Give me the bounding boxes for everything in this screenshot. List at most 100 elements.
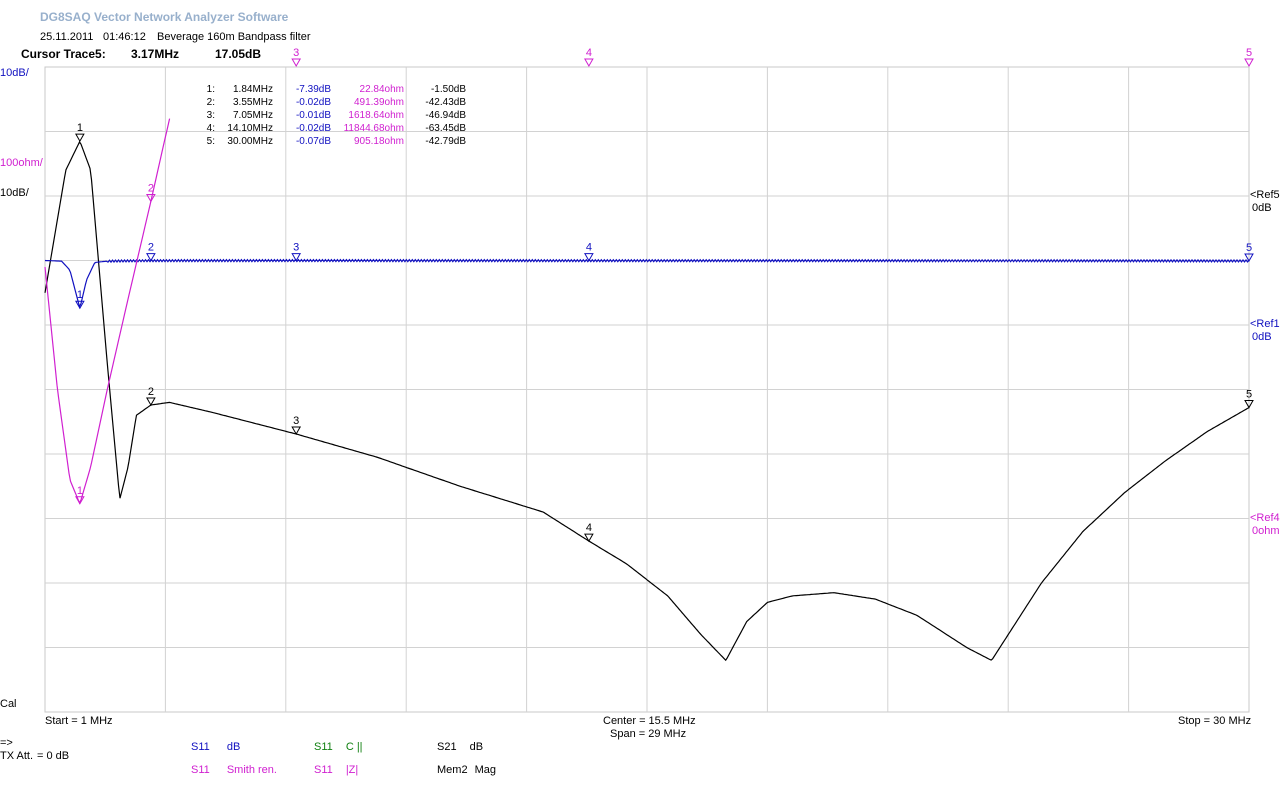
trace-marker: [75, 133, 85, 143]
scale-label-db-top: 10dB/: [0, 67, 29, 79]
legend-item-format: dB: [226, 741, 241, 753]
marker-impedance: 905.18ohm: [353, 136, 404, 147]
marker-impedance: 11844.68ohm: [343, 123, 404, 134]
trace-marker: [1244, 253, 1254, 262]
marker-s11-db: -0.02dB: [295, 123, 331, 134]
trace-markers: 1 2 3 4 5 1 2 3 4 5 1 2: [75, 122, 1254, 543]
trace-marker-label: 3: [293, 415, 299, 427]
marker-s11-db: -7.39dB: [295, 84, 331, 95]
legend-item-param: S11: [191, 764, 210, 776]
top-marker: [291, 58, 302, 68]
trace-marker-label: 5: [1246, 242, 1252, 254]
trace-marker: [584, 533, 594, 543]
marker-id: 5:: [206, 136, 215, 147]
marker-s21-db: -42.43dB: [425, 97, 466, 108]
cursor-label: Cursor Trace5:: [21, 47, 106, 61]
tx-att-label: TX Att.: [0, 750, 34, 762]
app-title: DG8SAQ Vector Network Analyzer Software: [40, 10, 289, 24]
trace-marker: [146, 194, 156, 203]
measurement-time: 01:46:12: [103, 31, 146, 43]
legend-item-param: S21: [437, 741, 457, 753]
trace-marker: [75, 300, 85, 310]
marker-s21-db: -63.45dB: [425, 123, 466, 134]
marker-id: 4:: [206, 123, 215, 134]
trace-line: [44, 140, 1250, 662]
marker-impedance: 1618.64ohm: [348, 110, 404, 121]
legend-item-2[interactable]: S11 C ||: [314, 741, 363, 753]
legend-item-format: Mag: [474, 764, 497, 776]
trace-marker: [146, 397, 156, 406]
scale-label-db-mid: 10dB/: [0, 187, 29, 199]
trace-marker-label: 2: [148, 386, 154, 398]
trace-marker: [291, 426, 302, 436]
ref1-value: 0dB: [1252, 331, 1272, 343]
trace-marker-label: 5: [1246, 389, 1252, 401]
legend-item-param: S11: [191, 741, 210, 753]
trace-line: [44, 258, 1250, 309]
marker-freq: 1.84MHz: [232, 84, 273, 95]
legend-item-param: Mem2: [437, 764, 468, 776]
trace-marker-label: 4: [586, 242, 592, 254]
legend-item-param: S11: [314, 764, 333, 776]
trace-marker-label: 2: [148, 242, 154, 254]
legend-item-1[interactable]: S11 dB: [191, 741, 240, 753]
trace-marker-label: 4: [586, 522, 592, 534]
legend-item-format: |Z|: [345, 764, 359, 776]
cursor-value: 17.05dB: [215, 47, 262, 61]
marker-row: 2: 3.55MHz -0.02dB 491.39ohm -42.43dB: [203, 96, 466, 109]
trace-marker-label: 1: [77, 485, 83, 497]
marker-row: 4: 14.10MHz -0.02dB 11844.68ohm -63.45dB: [203, 122, 466, 135]
axis-start: Start = 1 MHz: [45, 715, 113, 727]
trace-marker-label: 1: [77, 122, 83, 134]
ref4-label: <Ref4: [1250, 512, 1280, 524]
marker-freq: 14.10MHz: [227, 123, 273, 134]
marker-s11-db: -0.02dB: [295, 97, 331, 108]
plot-grid: [44, 66, 1250, 713]
cal-label: Cal: [0, 698, 17, 710]
marker-freq: 30.00MHz: [227, 136, 273, 147]
trace-marker: [584, 253, 594, 262]
measurement-name: Beverage 160m Bandpass filter: [157, 31, 311, 43]
axis-center: Center = 15.5 MHz: [603, 715, 696, 727]
marker-s11-db: -0.07dB: [295, 136, 331, 147]
marker-table: 1: 1.84MHz -7.39dB 22.84ohm -1.50dB 2: 3.55MHz…: [203, 83, 466, 148]
trace-marker-label: 2: [148, 183, 154, 195]
legend-item-5[interactable]: S11 |Z|: [314, 764, 358, 776]
axis-stop: Stop = 30 MHz: [1178, 715, 1252, 727]
axis-span: Span = 29 MHz: [610, 728, 687, 740]
marker-freq: 3.55MHz: [232, 97, 273, 108]
top-marker-row: 3 4 5: [291, 47, 1254, 68]
ref5-value: 0dB: [1252, 202, 1272, 214]
ref5-label: <Ref5: [1250, 189, 1280, 201]
legend-item-4[interactable]: S11 Smith ren.: [191, 764, 277, 776]
trace-marker: [146, 253, 156, 262]
tx-att-value: = 0 dB: [37, 750, 70, 762]
marker-row: 3: 7.05MHz -0.01dB 1618.64ohm -46.94dB: [203, 109, 466, 122]
ref1-label: <Ref1: [1250, 318, 1280, 330]
top-marker-label: 3: [293, 47, 299, 59]
marker-id: 1:: [206, 84, 215, 95]
trace-marker: [1244, 400, 1254, 409]
marker-id: 2:: [206, 97, 215, 108]
legend-arrow: =>: [0, 737, 13, 749]
legend-item-format: Smith ren.: [226, 764, 277, 776]
marker-freq: 7.05MHz: [232, 110, 273, 121]
top-marker: [1244, 58, 1254, 68]
legend-item-6[interactable]: Mem2 Mag: [437, 764, 496, 776]
trace-marker: [291, 253, 302, 262]
marker-row: 5: 30.00MHz -0.07dB 905.18ohm -42.79dB: [203, 135, 466, 148]
marker-impedance: 22.84ohm: [359, 84, 404, 95]
marker-impedance: 491.39ohm: [353, 97, 404, 108]
measurement-date: 25.11.2011: [40, 31, 94, 43]
top-marker-label: 5: [1246, 47, 1252, 59]
ref4-value: 0ohm: [1252, 525, 1280, 537]
marker-s21-db: -46.94dB: [425, 110, 466, 121]
legend-item-format: dB: [469, 741, 484, 753]
legend-item-param: S11: [314, 741, 333, 753]
marker-id: 3:: [206, 110, 215, 121]
marker-s21-db: -42.79dB: [425, 136, 466, 147]
trace-marker-label: 3: [293, 242, 299, 254]
marker-row: 1: 1.84MHz -7.39dB 22.84ohm -1.50dB: [203, 83, 466, 96]
legend-item-3[interactable]: S21 dB: [437, 741, 483, 753]
